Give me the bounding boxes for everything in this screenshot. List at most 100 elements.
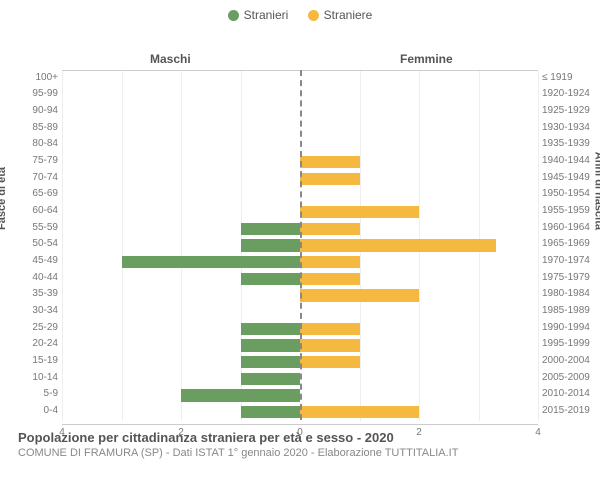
row-female [300,404,538,421]
bar-male [122,256,301,269]
birth-label: 1965-1969 [542,236,600,253]
bar-male [241,239,301,252]
female-panel [300,70,538,421]
row-female [300,104,538,121]
row-male [62,221,300,238]
age-label: 40-44 [2,270,58,287]
birth-label: 1980-1984 [542,286,600,303]
age-label: 90-94 [2,103,58,120]
row-female [300,371,538,388]
age-label: 65-69 [2,186,58,203]
legend-male: Stranieri [228,8,289,22]
row-female [300,304,538,321]
birth-label: 1995-1999 [542,336,600,353]
bar-female [300,273,360,286]
row-male [62,287,300,304]
row-male [62,304,300,321]
age-label: 70-74 [2,170,58,187]
bar-male [181,389,300,402]
legend-label-male: Stranieri [244,8,289,22]
birth-label: 1945-1949 [542,170,600,187]
birth-label: 2000-2004 [542,353,600,370]
row-female [300,387,538,404]
footer-title: Popolazione per cittadinanza straniera p… [18,430,458,445]
bar-female [300,173,360,186]
birth-label: 1990-1994 [542,320,600,337]
bar-female [300,206,419,219]
row-female [300,87,538,104]
row-male [62,187,300,204]
legend: Stranieri Straniere [0,0,600,24]
bar-female [300,289,419,302]
legend-dot-male [228,10,239,21]
row-female [300,71,538,88]
row-female [300,154,538,171]
age-label: 55-59 [2,220,58,237]
bar-male [241,356,301,369]
row-female [300,321,538,338]
age-label: 15-19 [2,353,58,370]
age-label: 20-24 [2,336,58,353]
age-label: 35-39 [2,286,58,303]
birth-label: 1950-1954 [542,186,600,203]
row-male [62,254,300,271]
birth-label: 2010-2014 [542,386,600,403]
plot-area: 100+≤ 191995-991920-192490-941925-192985… [62,70,538,420]
age-label: 50-54 [2,236,58,253]
row-male [62,321,300,338]
row-male [62,237,300,254]
age-label: 45-49 [2,253,58,270]
bar-male [241,323,301,336]
bar-male [241,406,301,419]
birth-label: 1970-1974 [542,253,600,270]
bar-female [300,406,419,419]
bar-female [300,323,360,336]
row-female [300,187,538,204]
row-female [300,171,538,188]
birth-label: 1975-1979 [542,270,600,287]
age-label: 95-99 [2,86,58,103]
birth-label: 1930-1934 [542,120,600,137]
age-label: 75-79 [2,153,58,170]
age-label: 5-9 [2,386,58,403]
birth-label: 1985-1989 [542,303,600,320]
row-male [62,104,300,121]
row-male [62,337,300,354]
row-male [62,121,300,138]
bar-female [300,239,496,252]
age-label: 85-89 [2,120,58,137]
legend-label-female: Straniere [324,8,373,22]
row-female [300,221,538,238]
row-female [300,271,538,288]
row-male [62,387,300,404]
legend-dot-female [308,10,319,21]
legend-female: Straniere [308,8,373,22]
bar-female [300,223,360,236]
row-male [62,404,300,421]
chart: Maschi Femmine Fasce di età Anni di nasc… [0,24,600,424]
row-male [62,371,300,388]
birth-label: ≤ 1919 [542,70,600,87]
bar-female [300,339,360,352]
age-label: 25-29 [2,320,58,337]
row-female [300,337,538,354]
age-label: 100+ [2,70,58,87]
row-male [62,87,300,104]
row-female [300,354,538,371]
row-male [62,204,300,221]
row-female [300,254,538,271]
birth-label: 1920-1924 [542,86,600,103]
row-female [300,204,538,221]
male-panel [62,70,300,421]
age-label: 0-4 [2,403,58,420]
age-label: 60-64 [2,203,58,220]
bar-male [241,339,301,352]
age-label: 10-14 [2,370,58,387]
row-female [300,121,538,138]
center-axis [300,70,302,420]
row-male [62,171,300,188]
bar-female [300,356,360,369]
row-male [62,137,300,154]
row-female [300,287,538,304]
header-male: Maschi [150,52,191,66]
